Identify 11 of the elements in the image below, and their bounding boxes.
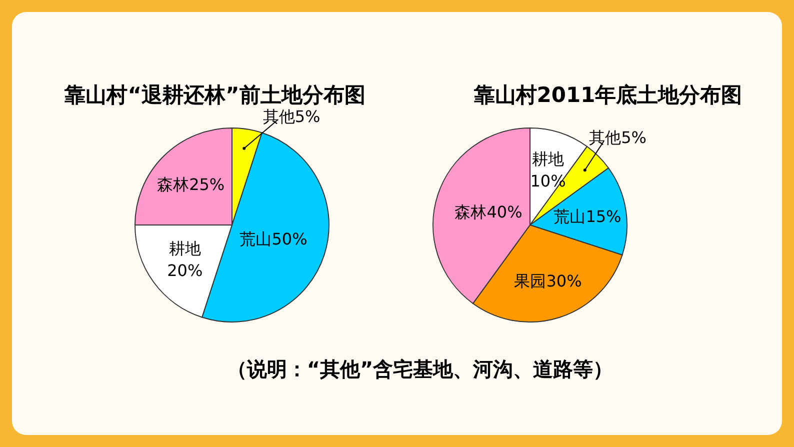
chart-title: 靠山村“退耕还林”前土地分布图 xyxy=(64,83,366,107)
slice-label: 其他5% xyxy=(262,107,320,126)
text: （说明：“其他”含宅基地、河沟、道路等） xyxy=(226,357,614,381)
slice-label: 森林40% xyxy=(454,202,522,222)
slice-label: 荒山15% xyxy=(554,206,622,226)
slice-label: 果园30% xyxy=(514,271,582,290)
chart-title: 靠山村2011年底土地分布图 xyxy=(472,83,742,107)
slice-label: 荒山50% xyxy=(240,229,308,248)
slice-label: 耕地 20% xyxy=(167,239,203,280)
slice-label: 其他5% xyxy=(589,128,646,148)
slice-label: 森林25% xyxy=(157,174,225,194)
